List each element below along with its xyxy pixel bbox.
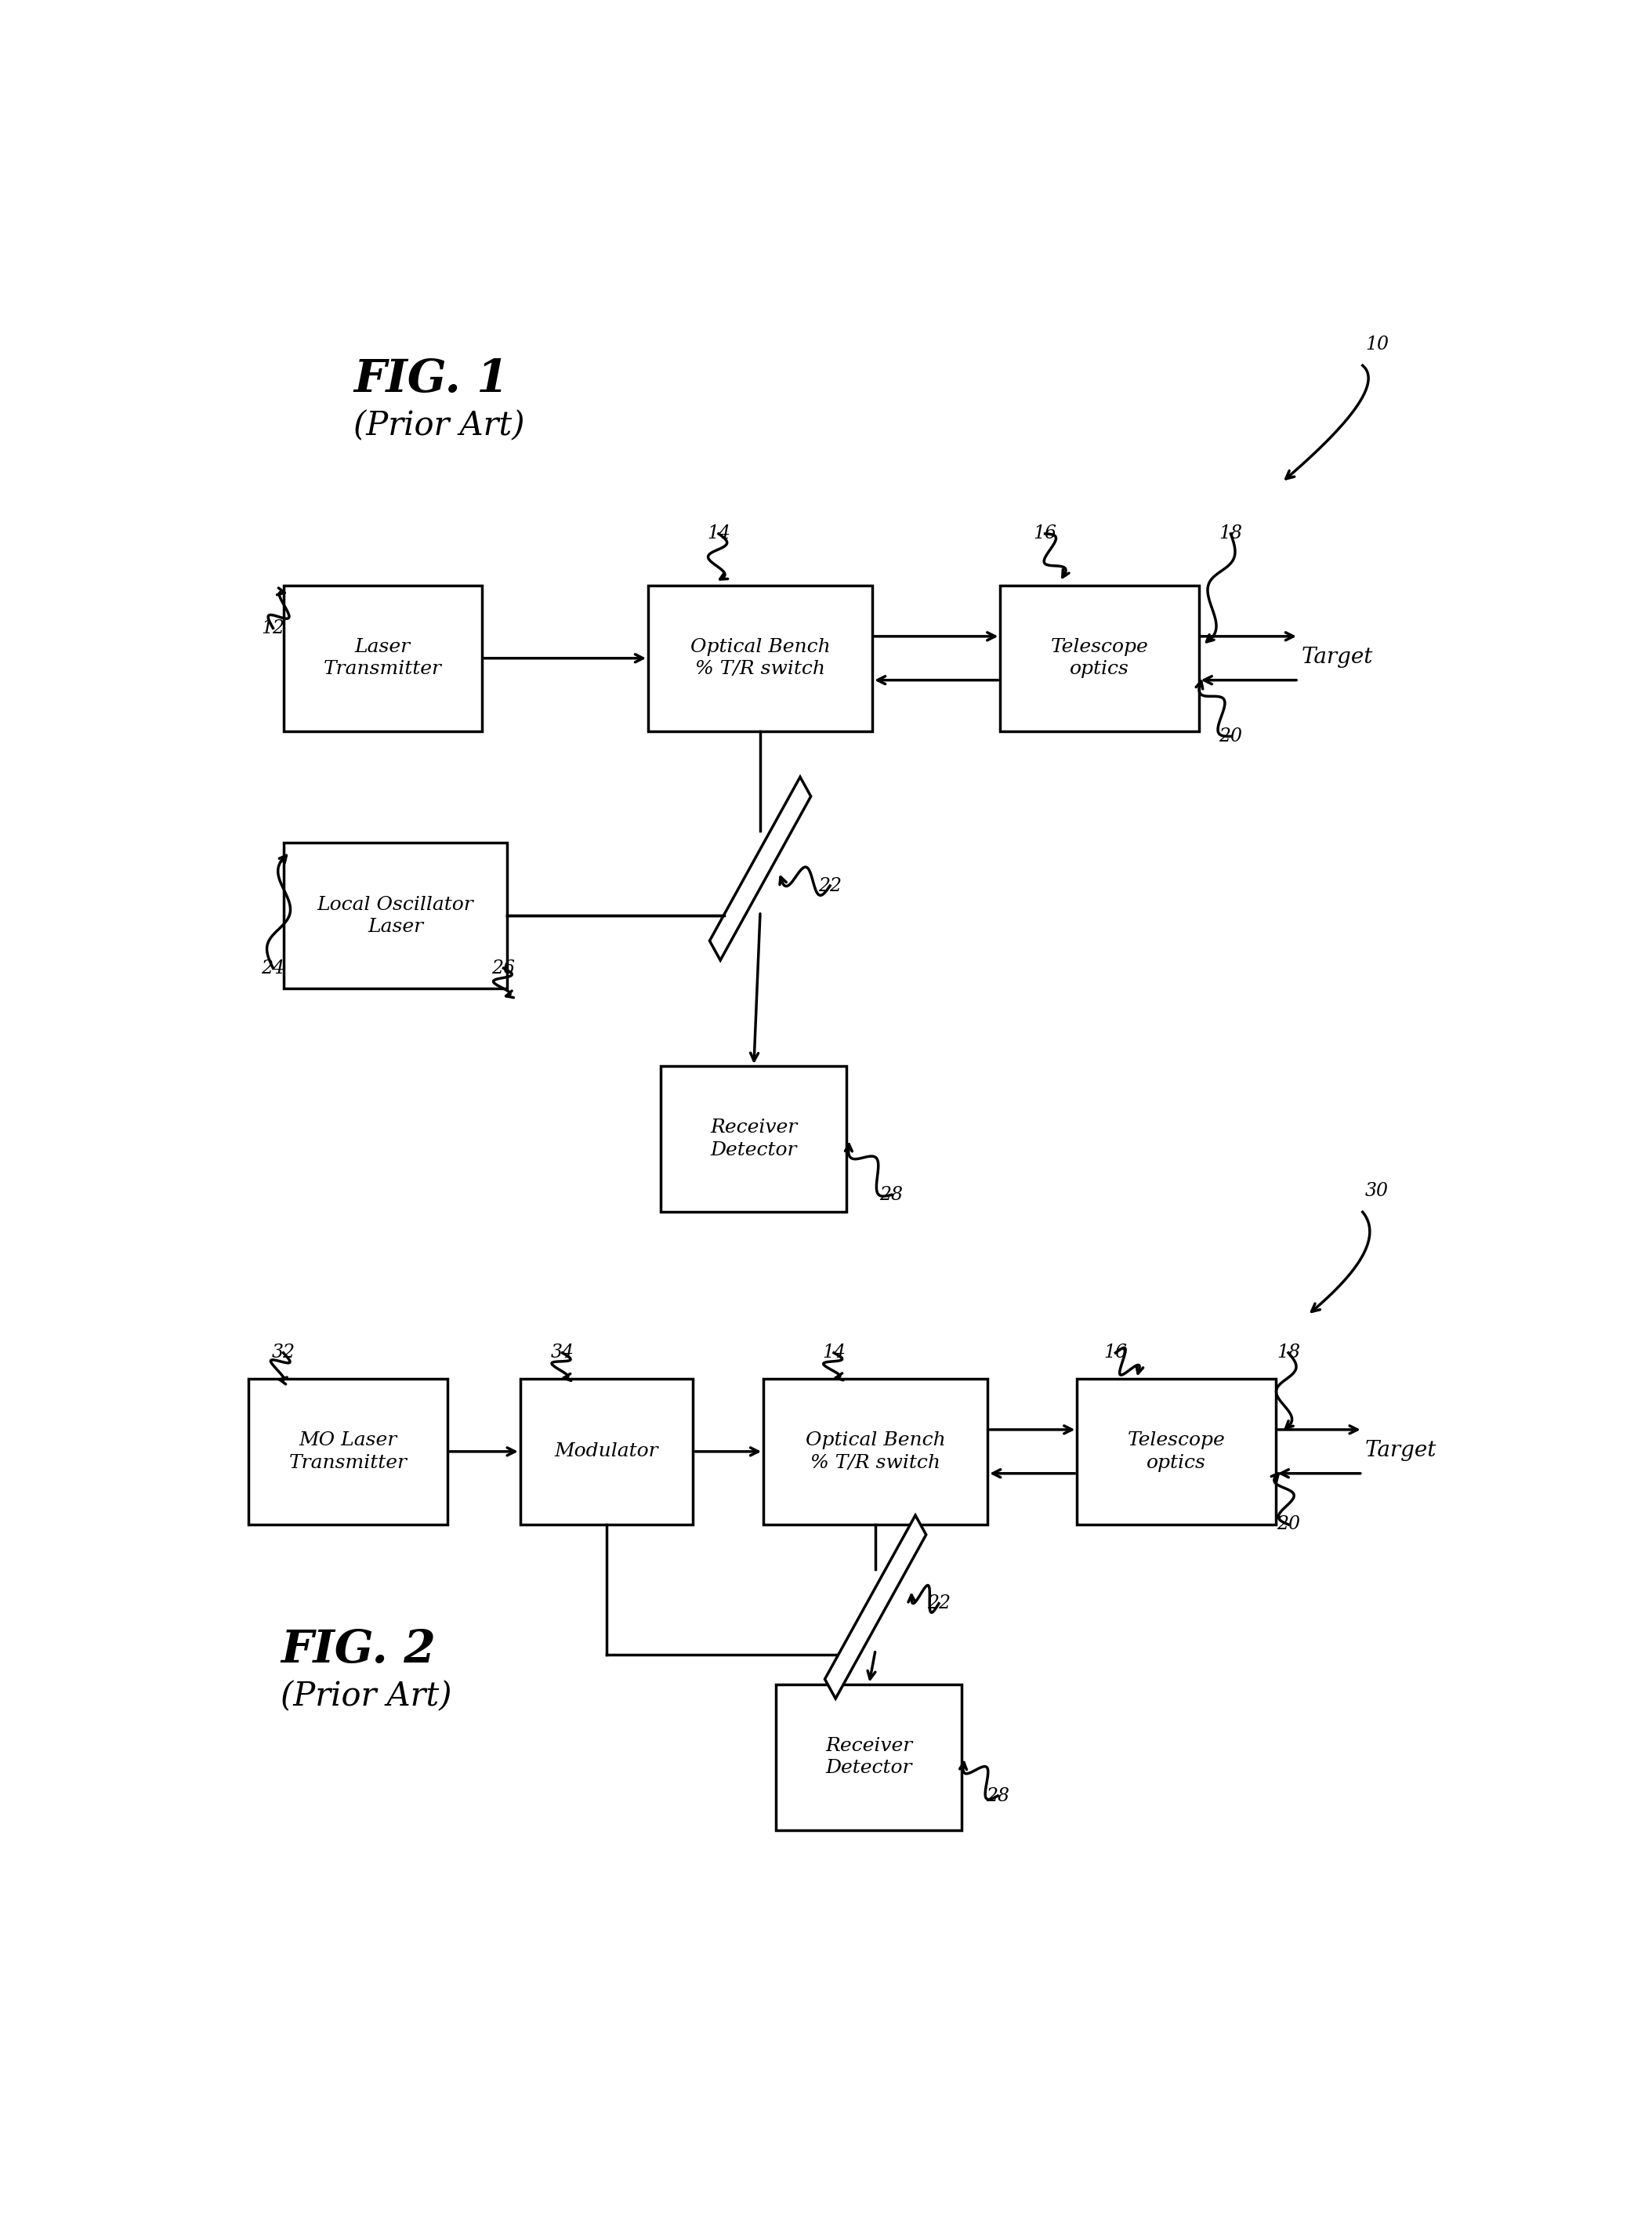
Text: 16: 16 — [1104, 1345, 1127, 1363]
Text: MO Laser
Transmitter: MO Laser Transmitter — [289, 1432, 406, 1472]
Text: Target: Target — [1365, 1441, 1437, 1461]
Text: 20: 20 — [1219, 727, 1242, 745]
Text: 24: 24 — [261, 959, 284, 977]
Text: FIG. 2: FIG. 2 — [281, 1628, 436, 1672]
Text: 14: 14 — [707, 524, 730, 542]
Text: Telescope
optics: Telescope optics — [1127, 1432, 1226, 1472]
Text: 20: 20 — [1277, 1516, 1300, 1534]
FancyBboxPatch shape — [648, 584, 872, 731]
Text: Optical Bench
% T/R switch: Optical Bench % T/R switch — [806, 1432, 945, 1472]
Text: (Prior Art): (Prior Art) — [281, 1679, 453, 1713]
Text: 16: 16 — [1034, 524, 1057, 542]
FancyBboxPatch shape — [776, 1684, 961, 1831]
Text: Optical Bench
% T/R switch: Optical Bench % T/R switch — [691, 638, 831, 678]
Text: Receiver
Detector: Receiver Detector — [826, 1737, 912, 1777]
Text: 10: 10 — [1365, 337, 1389, 355]
FancyBboxPatch shape — [284, 843, 507, 988]
Text: 32: 32 — [271, 1345, 296, 1363]
FancyBboxPatch shape — [1001, 584, 1199, 731]
FancyBboxPatch shape — [661, 1066, 846, 1211]
FancyBboxPatch shape — [249, 1378, 448, 1525]
FancyBboxPatch shape — [284, 584, 482, 731]
Text: 14: 14 — [823, 1345, 846, 1363]
Text: FIG. 1: FIG. 1 — [354, 357, 509, 401]
Text: 18: 18 — [1277, 1345, 1300, 1363]
Text: (Prior Art): (Prior Art) — [354, 408, 525, 442]
Text: 34: 34 — [550, 1345, 575, 1363]
Text: Telescope
optics: Telescope optics — [1051, 638, 1148, 678]
Text: 30: 30 — [1365, 1182, 1389, 1200]
Text: Local Oscillator
Laser: Local Oscillator Laser — [317, 896, 474, 937]
Text: Modulator: Modulator — [555, 1443, 659, 1461]
FancyBboxPatch shape — [520, 1378, 694, 1525]
Text: 12: 12 — [261, 620, 284, 638]
Text: Receiver
Detector: Receiver Detector — [710, 1119, 798, 1160]
Polygon shape — [710, 776, 811, 961]
Text: 26: 26 — [492, 959, 515, 977]
Text: 18: 18 — [1219, 524, 1242, 542]
FancyBboxPatch shape — [763, 1378, 988, 1525]
FancyBboxPatch shape — [1077, 1378, 1275, 1525]
Polygon shape — [824, 1516, 927, 1699]
Text: 28: 28 — [986, 1786, 1009, 1804]
Text: 28: 28 — [881, 1186, 904, 1204]
Text: Target: Target — [1302, 647, 1373, 669]
Text: 22: 22 — [927, 1594, 950, 1612]
Text: 22: 22 — [818, 876, 843, 894]
Text: Laser
Transmitter: Laser Transmitter — [324, 638, 441, 678]
